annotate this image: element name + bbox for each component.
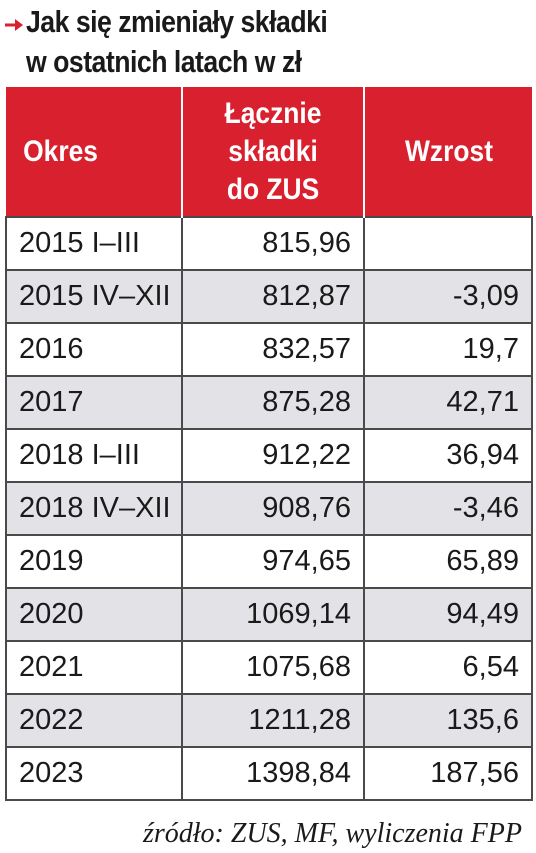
cell-wzrost: 42,71	[364, 375, 533, 429]
cell-laczne-skladki: 908,76	[182, 481, 365, 535]
header-laczne-line-3: do ZUS	[226, 172, 320, 206]
cell-wzrost: -3,09	[364, 269, 533, 323]
cell-okres-value: 2017	[19, 386, 84, 418]
cell-okres-value: 2015 IV–XII	[19, 280, 171, 312]
table-row: 2018 IV–XII 908,76 -3,46	[5, 481, 533, 535]
table-row: 2018 I–III 912,22 36,94	[5, 428, 533, 482]
cell-wzrost-value: 187,56	[430, 757, 519, 789]
cell-laczne-skladki-value: 815,96	[262, 227, 351, 259]
cell-okres: 2017	[5, 375, 183, 429]
cell-okres: 2023	[5, 746, 183, 801]
cell-laczne-skladki: 832,57	[182, 322, 365, 376]
header-wzrost: Wzrost	[364, 87, 532, 217]
cell-wzrost-value: 19,7	[462, 333, 519, 365]
cell-laczne-skladki: 1398,84	[182, 746, 365, 801]
header-laczne-line-2: składki	[228, 134, 318, 168]
table-row: 2022 1211,28 135,6	[5, 693, 533, 747]
cell-wzrost-value: 94,49	[446, 598, 519, 630]
cell-laczne-skladki-value: 1211,28	[248, 704, 351, 736]
cell-laczne-skladki-value: 812,87	[262, 280, 351, 312]
cell-okres-value: 2020	[19, 598, 84, 630]
cell-laczne-skladki-value: 1398,84	[246, 757, 351, 789]
arrow-right-icon	[5, 19, 23, 31]
cell-laczne-skladki: 912,22	[182, 428, 365, 482]
cell-okres-value: 2021	[19, 651, 84, 683]
cell-wzrost: -3,46	[364, 481, 533, 535]
cell-wzrost	[364, 216, 533, 270]
title-line-1: Jak się zmieniały składki	[26, 4, 328, 39]
cell-okres: 2021	[5, 640, 183, 694]
cell-okres: 2015 IV–XII	[5, 269, 183, 323]
table-row: 2016 832,57 19,7	[5, 322, 533, 376]
cell-okres-value: 2023	[19, 757, 84, 789]
header-okres: Okres	[6, 87, 183, 217]
cell-okres: 2019	[5, 534, 183, 588]
cell-laczne-skladki-value: 908,76	[262, 492, 351, 524]
cell-okres-value: 2015 I–III	[19, 227, 140, 259]
cell-okres-value: 2018 I–III	[19, 439, 140, 471]
cell-wzrost: 19,7	[364, 322, 533, 376]
cell-wzrost: 6,54	[364, 640, 533, 694]
cell-laczne-skladki: 812,87	[182, 269, 365, 323]
cell-laczne-skladki-value: 974,65	[262, 545, 351, 577]
cell-laczne-skladki: 815,96	[182, 216, 365, 270]
cell-okres: 2022	[5, 693, 183, 747]
cell-okres-value: 2016	[19, 333, 84, 365]
cell-wzrost-value: 36,94	[446, 439, 519, 471]
cell-wzrost: 36,94	[364, 428, 533, 482]
cell-laczne-skladki: 875,28	[182, 375, 365, 429]
cell-laczne-skladki: 1211,28	[182, 693, 365, 747]
cell-laczne-skladki-value: 912,22	[262, 439, 351, 471]
table-body: 2015 I–III 815,96 2015 IV–XII 812,87 -3,09 20…	[5, 216, 533, 801]
header-row: Okres Łącznie składki do ZUS Wzrost	[6, 87, 532, 217]
cell-laczne-skladki: 974,65	[182, 534, 365, 588]
table-row: 2015 I–III 815,96	[5, 216, 533, 270]
header-laczne-line-1: Łącznie	[224, 96, 322, 130]
cell-laczne-skladki-value: 1075,68	[246, 651, 351, 683]
cell-wzrost-value: -3,09	[452, 280, 519, 312]
table-row: 2017 875,28 42,71	[5, 375, 533, 429]
cell-wzrost: 135,6	[364, 693, 533, 747]
cell-wzrost-value: 6,54	[462, 651, 519, 683]
cell-wzrost: 94,49	[364, 587, 533, 641]
cell-okres: 2015 I–III	[5, 216, 183, 270]
table-row: 2015 IV–XII 812,87 -3,09	[5, 269, 533, 323]
cell-okres-value: 2019	[19, 545, 84, 577]
cell-laczne-skladki-value: 875,28	[262, 386, 351, 418]
title-line-2: w ostatnich latach w zł	[26, 44, 302, 79]
table-row: 2023 1398,84 187,56	[5, 746, 533, 801]
cell-okres: 2020	[5, 587, 183, 641]
cell-laczne-skladki: 1069,14	[182, 587, 365, 641]
table-row: 2021 1075,68 6,54	[5, 640, 533, 694]
header-wzrost-label: Wzrost	[404, 134, 493, 168]
cell-wzrost-value: 65,89	[446, 545, 519, 577]
data-table: Okres Łącznie składki do ZUS Wzrost 2015…	[5, 87, 533, 801]
header-laczne-skladki: Łącznie składki do ZUS	[182, 87, 365, 217]
cell-wzrost-value: 42,71	[446, 386, 519, 418]
cell-laczne-skladki: 1075,68	[182, 640, 365, 694]
cell-okres-value: 2022	[19, 704, 84, 736]
cell-okres: 2016	[5, 322, 183, 376]
cell-okres: 2018 I–III	[5, 428, 183, 482]
cell-okres: 2018 IV–XII	[5, 481, 183, 535]
header-okres-label: Okres	[23, 134, 98, 168]
cell-wzrost: 187,56	[364, 746, 533, 801]
cell-okres-value: 2018 IV–XII	[19, 492, 171, 524]
source-note: źródło: ZUS, MF, wyliczenia FPP	[142, 818, 522, 849]
cell-wzrost-value: 135,6	[446, 704, 519, 736]
cell-wzrost-value: -3,46	[452, 492, 519, 524]
cell-laczne-skladki-value: 1069,14	[246, 598, 351, 630]
chart-title: Jak się zmieniały składki w ostatnich la…	[0, 4, 536, 86]
table-row: 2020 1069,14 94,49	[5, 587, 533, 641]
cell-wzrost: 65,89	[364, 534, 533, 588]
table-row: 2019 974,65 65,89	[5, 534, 533, 588]
cell-laczne-skladki-value: 832,57	[262, 333, 351, 365]
